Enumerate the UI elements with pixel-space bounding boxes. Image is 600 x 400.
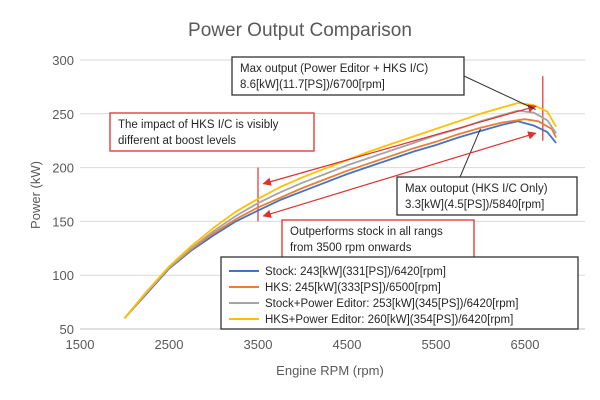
annotation-arrow xyxy=(262,131,537,218)
annotation-text-line: The impact of HKS I/C is visibly xyxy=(118,119,279,131)
y-tick-label: 200 xyxy=(52,161,74,176)
y-tick-label: 50 xyxy=(60,322,74,337)
legend: Stock: 243[kW](331[PS])/6420[rpm] HKS: 24… xyxy=(220,256,579,330)
y-tick-label: 250 xyxy=(52,107,74,122)
annotation-text-line: 3.3[kW](4.5[PS])/5840[rpm] xyxy=(405,199,544,211)
legend-entry: HKS+Power Editor: 260[kW](354[PS])/6420[… xyxy=(265,314,513,326)
annotation-box xyxy=(281,219,475,259)
y-tick-label: 150 xyxy=(52,214,74,229)
y-axis-label: Power (kW) xyxy=(28,161,43,229)
annotation-box xyxy=(109,112,315,152)
annotation-text-line: Outperforms stock in all rangs xyxy=(290,226,443,238)
annotation-outperforms-stock: Outperforms stock in all rangs from 3500 … xyxy=(281,219,475,259)
annotation-arrows xyxy=(262,75,537,218)
y-tick-label: 100 xyxy=(52,268,74,283)
annotation-text-line: 8.6[kW](11.7[PS])/6700[rpm] xyxy=(240,79,385,91)
annotation-boxes: The impact of HKS I/C is visibly differen… xyxy=(109,56,578,259)
x-tick-label: 3500 xyxy=(244,337,273,352)
x-tick-label: 6500 xyxy=(511,337,540,352)
annotation-pointer xyxy=(463,75,536,110)
annotation-text-line: Max output (Power Editor + HKS I/C) xyxy=(240,63,428,75)
legend-entry: Stock+Power Editor: 253[kW](345[PS])/642… xyxy=(265,298,518,310)
x-tick-label: 4500 xyxy=(333,337,362,352)
x-tick-label: 2500 xyxy=(155,337,184,352)
x-tick-label: 5500 xyxy=(422,337,451,352)
x-axis-label: Engine RPM (rpm) xyxy=(276,363,384,378)
legend-entry: Stock: 243[kW](331[PS])/6420[rpm] xyxy=(265,266,446,278)
annotation-text-line: different at boost levels xyxy=(118,135,236,147)
annotation-max-output-pe-hks: Max output (Power Editor + HKS I/C) 8.6[k… xyxy=(231,56,465,96)
annotation-hks-ic-impact: The impact of HKS I/C is visibly differen… xyxy=(109,112,315,152)
legend-box xyxy=(220,256,579,330)
annotation-box xyxy=(231,56,465,96)
chart-title: Power Output Comparison xyxy=(188,20,412,41)
x-tick-labels: 1500 2500 3500 4500 5500 6500 xyxy=(66,337,540,352)
y-tick-label: 300 xyxy=(52,53,74,68)
y-tick-labels: 50 100 150 200 250 300 xyxy=(52,53,74,337)
legend-entry: HKS: 245[kW](333[PS])/6500[rpm] xyxy=(265,282,441,294)
x-tick-label: 1500 xyxy=(66,337,95,352)
annotation-text-line: Max outoput (HKS I/C Only) xyxy=(405,183,548,195)
annotation-text-line: from 3500 rpm onwards xyxy=(290,242,412,254)
annotation-max-output-hks-only: Max outoput (HKS I/C Only) 3.3[kW](4.5[PS… xyxy=(396,176,578,216)
annotation-box xyxy=(396,176,578,216)
